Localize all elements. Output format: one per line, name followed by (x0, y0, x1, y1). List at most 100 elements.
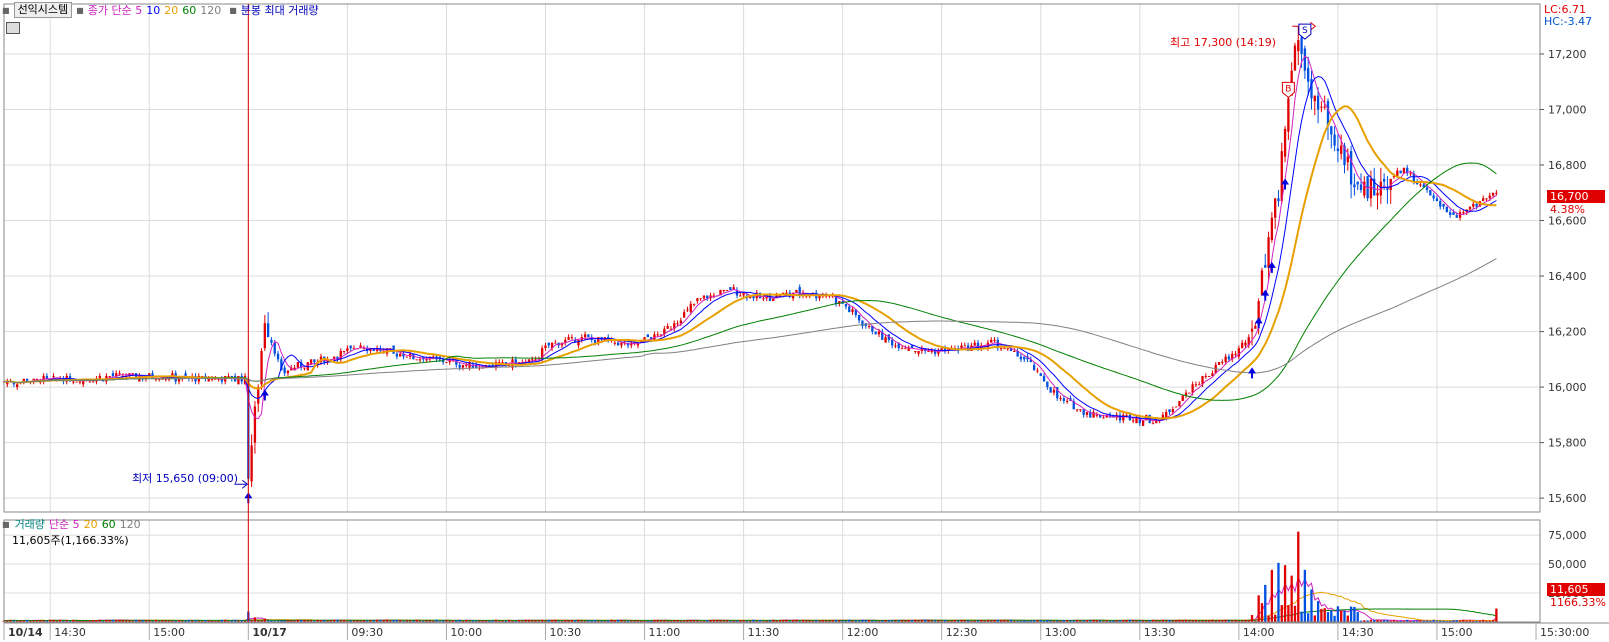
candle-body (544, 345, 547, 349)
volume-bar (891, 620, 894, 622)
candle-body (52, 375, 55, 377)
volume-bar (32, 620, 35, 622)
volume-bar (1161, 619, 1165, 622)
overlay-icon[interactable]: ■ (229, 5, 237, 15)
volume-bar (167, 620, 171, 622)
volume-bar (88, 620, 92, 622)
volume-bar (1201, 620, 1204, 622)
volume-bar (1194, 620, 1198, 622)
volume-bar (795, 619, 798, 622)
volume-bar (1085, 620, 1089, 622)
candle-body (6, 381, 9, 385)
candle-body (1085, 412, 1089, 415)
candle-body (1178, 400, 1181, 407)
candle-body (276, 353, 280, 360)
volume-bar (12, 620, 16, 622)
legend-icon[interactable]: ■ (76, 5, 84, 15)
price-tick-label: 15,800 (1548, 437, 1587, 450)
candle-body (1056, 387, 1059, 399)
candle-body (798, 287, 801, 296)
volume-bar (782, 619, 785, 622)
candle-body (593, 339, 597, 343)
candle-body (646, 334, 649, 338)
table-icon[interactable] (6, 22, 20, 34)
volume-bar (45, 620, 49, 622)
volume-bar (1178, 619, 1181, 622)
volume-bar (1132, 620, 1135, 622)
candle-body (973, 342, 976, 346)
expand-icon[interactable]: ■ (2, 5, 10, 15)
candle-body (1448, 212, 1452, 215)
volume-bar (98, 619, 101, 622)
volume-bar (788, 620, 791, 622)
candle-body (1016, 350, 1019, 357)
volume-bar (29, 620, 32, 622)
volume-bar (1406, 619, 1409, 622)
candle-body (1224, 356, 1227, 363)
candle-body (613, 342, 616, 344)
volume-bar (191, 620, 194, 622)
time-tick-label: 15:00 (153, 626, 185, 639)
volume-legend-icon[interactable]: ■ (2, 519, 10, 529)
volume-bar (1065, 620, 1069, 622)
volume-bar (1402, 620, 1406, 622)
volume-bar (1128, 619, 1132, 622)
volume-bar (735, 620, 739, 622)
candle-body (702, 295, 706, 299)
candle-body (1201, 375, 1204, 385)
volume-bar (966, 620, 970, 622)
volume-bar (980, 619, 983, 622)
candle-body (1283, 128, 1287, 157)
candle-body (415, 359, 418, 361)
volume-bar (134, 619, 138, 622)
system-button[interactable]: 선익시스템 (13, 2, 73, 18)
volume-bar (141, 620, 144, 622)
volume-bar (838, 620, 841, 622)
volume-bar (646, 620, 649, 622)
price-tick-label: 16,200 (1548, 326, 1587, 339)
candle-body (1095, 414, 1099, 416)
volume-bar (1277, 562, 1280, 622)
volume-bar (943, 619, 947, 622)
candle-body (270, 339, 273, 343)
candle-body (891, 339, 894, 346)
volume-bar (342, 620, 346, 622)
volume-bar (115, 619, 118, 622)
volume-bar (55, 620, 58, 622)
volume-bar (663, 620, 666, 622)
candle-body (1151, 423, 1155, 425)
legend-item-2: 20 (83, 518, 98, 531)
volume-bar (857, 620, 861, 622)
volume-bar (1330, 610, 1333, 622)
candle-body (785, 292, 788, 294)
volume-bar (359, 620, 362, 622)
candle-body (1102, 417, 1105, 419)
candle-body (666, 326, 669, 329)
candle-body (1171, 409, 1174, 413)
candle-body (1297, 40, 1300, 52)
volume-bar (105, 619, 108, 622)
volume-bar (481, 620, 484, 622)
volume-bar (550, 620, 554, 622)
volume-bar (607, 620, 610, 622)
volume-bar (1244, 619, 1247, 622)
volume-bar (999, 620, 1003, 622)
time-tick-label: 10:30 (549, 626, 581, 639)
volume-bar (937, 620, 940, 622)
candle-body (1419, 184, 1422, 186)
price-tick-label: 16,800 (1548, 159, 1587, 172)
volume-bar (805, 620, 808, 622)
candle-body (220, 378, 224, 382)
candle-body (673, 323, 676, 329)
lc-hc-readout: LC:6.71 HC:-3.47 (1544, 4, 1592, 28)
candle-body (739, 295, 742, 297)
volume-bar (1231, 620, 1234, 622)
candle-body (861, 320, 864, 327)
volume-bar (900, 620, 904, 622)
candle-body (527, 359, 531, 363)
candle-body (131, 373, 134, 375)
volume-bar (451, 620, 455, 622)
volume-bar (1049, 620, 1052, 622)
candle-body (1412, 173, 1415, 182)
